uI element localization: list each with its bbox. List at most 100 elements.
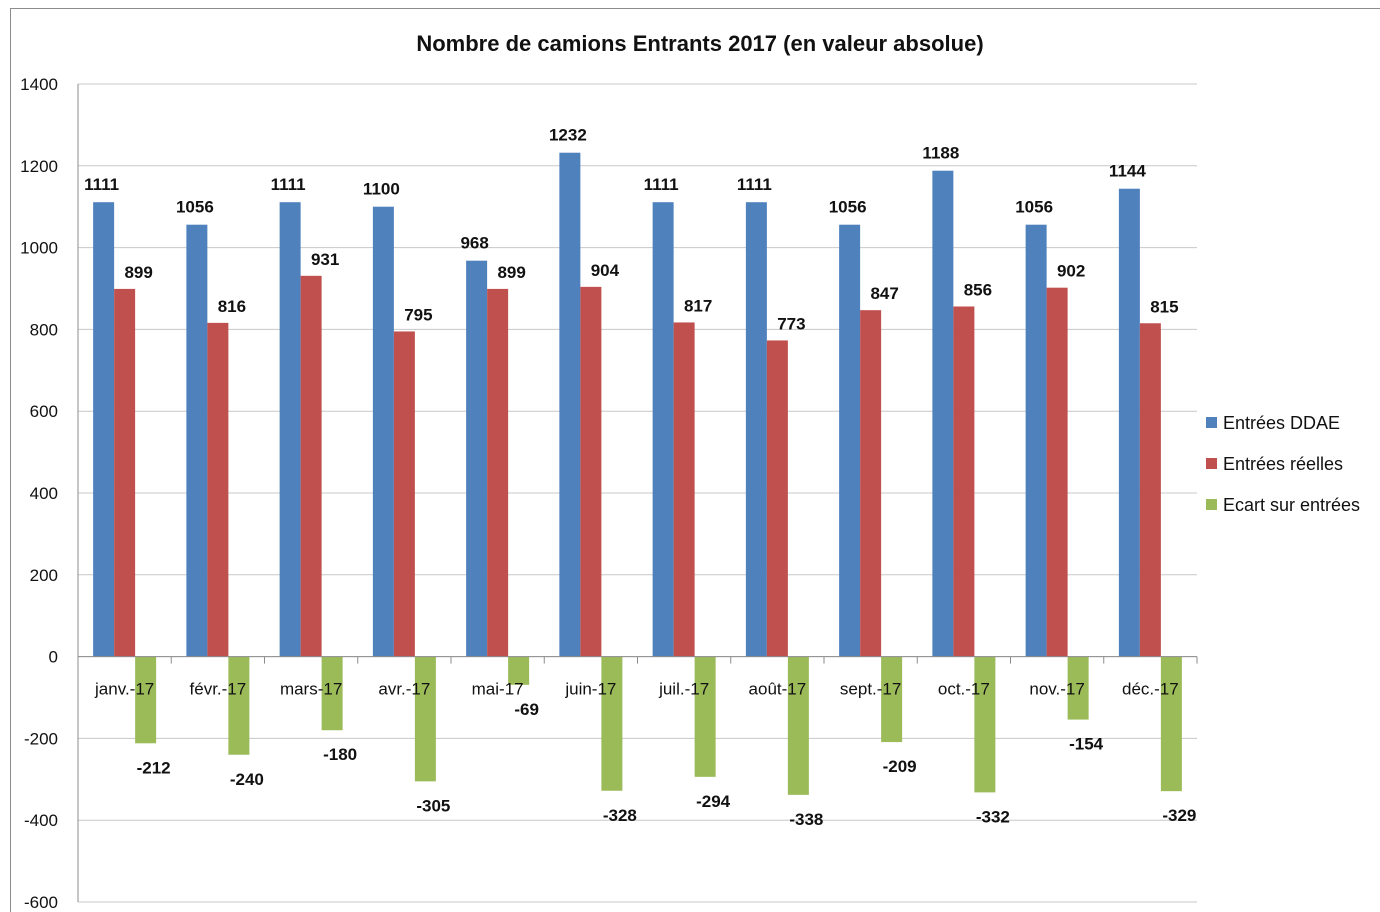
chart-title: Nombre de camions Entrants 2017 (en vale… [416,31,983,56]
bar-entr-es-ddae [932,170,954,657]
x-tick-label: sept.-17 [840,680,901,699]
legend-swatch [1206,458,1217,469]
data-label: 1100 [363,180,400,199]
bar-entr-es-ddae [1025,224,1047,657]
bar-entr-es-r-elles [1046,287,1068,657]
x-tick-label: juin-17 [564,680,616,699]
y-tick-label: 1400 [20,75,58,94]
x-tick-label: janv.-17 [94,680,154,699]
bar-entr-es-r-elles [766,340,788,657]
data-label: -332 [976,807,1010,826]
x-tick-label: août-17 [749,680,807,699]
data-label: 1056 [1015,198,1053,217]
data-label: -209 [883,757,917,776]
data-label: 904 [591,261,620,280]
y-tick-label: 1200 [20,157,58,176]
bar-entr-es-ddae [839,224,861,657]
bar-ecart-sur-entr-es [228,656,250,755]
data-label: 817 [684,296,712,315]
bar-ecart-sur-entr-es [694,656,716,777]
bar-entr-es-r-elles [580,286,602,657]
bar-entr-es-ddae [1118,188,1140,657]
bar-entr-es-r-elles [300,275,322,657]
x-tick-label: juil.-17 [658,680,709,699]
data-label: 1056 [176,198,214,217]
bar-entr-es-ddae [372,206,394,657]
data-label: -328 [603,806,637,825]
legend-entry: Entrées DDAE [1223,413,1340,433]
x-tick-label: mai-17 [472,680,524,699]
data-label: -329 [1162,806,1196,825]
data-label: 1111 [271,175,306,194]
y-tick-label: 1000 [20,239,58,258]
bar-entr-es-ddae [93,202,115,657]
data-label: -294 [696,792,731,811]
data-label: -240 [230,770,264,789]
bar-ecart-sur-entr-es [1160,656,1182,792]
data-label: 1111 [737,175,772,194]
data-labels: 1111 1056 1111 1100 968 1232 1111 1111 1056 1188 1… [84,126,1196,829]
axes: 1400 1200 1000 800 600 400 200 0 -200 -400 -600 jan… [20,75,1198,912]
bar-entr-es-ddae [652,202,674,657]
bar-ecart-sur-entr-es [1067,656,1089,720]
data-label: -180 [323,745,357,764]
y-tick-label: -600 [24,893,58,912]
legend-swatch [1206,499,1217,510]
bar-ecart-sur-entr-es [321,656,343,731]
data-label: 902 [1057,262,1085,281]
x-tick-label: oct.-17 [938,680,990,699]
data-label: 816 [218,297,246,316]
bar-entr-es-ddae [466,260,488,657]
bar-entr-es-ddae [186,224,208,657]
data-label: 847 [870,284,898,303]
bar-entr-es-r-elles [487,288,509,657]
bar-entr-es-r-elles [953,306,975,657]
bar-entr-es-r-elles [207,322,229,657]
bar-entr-es-r-elles [393,331,415,657]
data-label: 815 [1150,297,1178,316]
data-label: -154 [1069,735,1104,754]
bar-ecart-sur-entr-es [787,656,809,795]
bar-entr-es-ddae [279,202,301,657]
bar-entr-es-r-elles [860,310,882,657]
y-tick-label: 200 [30,566,58,585]
bar-entr-es-ddae [745,202,767,657]
bars [93,152,1182,795]
legend-entry: Ecart sur entrées [1223,495,1360,515]
bar-entr-es-r-elles [673,322,695,657]
data-label: 795 [404,305,432,324]
data-label: 856 [964,280,992,299]
y-tick-label: 600 [30,402,58,421]
y-tick-label: -400 [24,811,58,830]
bar-entr-es-ddae [559,152,581,657]
legend-entry: Entrées réelles [1223,454,1343,474]
bar-ecart-sur-entr-es [974,656,996,793]
y-tick-label: 0 [49,648,58,667]
legend: Entrées DDAE Entrées réelles Ecart sur ent… [1206,413,1360,515]
bar-ecart-sur-entr-es [601,656,623,791]
data-label: 1232 [549,126,587,145]
legend-swatch [1206,417,1217,428]
data-label: 1144 [1109,162,1146,181]
data-label: -338 [789,810,823,829]
data-label: 968 [460,234,488,253]
bar-ecart-sur-entr-es [881,656,903,743]
data-label: 899 [497,263,525,282]
data-label: 899 [124,263,152,282]
data-label: 1111 [84,175,119,194]
x-tick-label: avr.-17 [378,680,430,699]
data-label: 773 [777,314,805,333]
x-tick-label: déc.-17 [1122,680,1179,699]
y-tick-label: 400 [30,484,58,503]
data-label: 931 [311,250,339,269]
bar-entr-es-r-elles [1139,323,1161,657]
bar-entr-es-r-elles [114,288,136,657]
data-label: -69 [514,700,539,719]
bar-ecart-sur-entr-es [508,656,530,685]
y-tick-label: -200 [24,729,58,748]
y-tick-label: 800 [30,320,58,339]
data-label: 1056 [829,198,867,217]
data-label: 1188 [922,144,959,163]
data-label: -305 [416,796,450,815]
